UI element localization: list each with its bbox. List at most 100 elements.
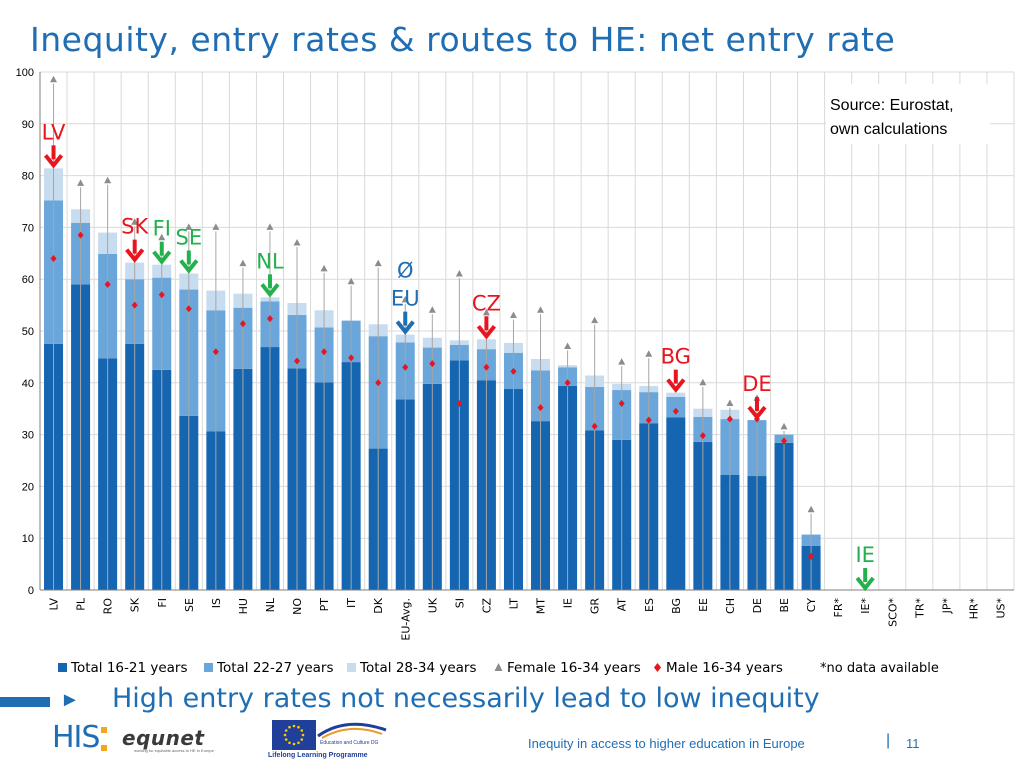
slide-title: Inequity, entry rates & routes to HE: ne… xyxy=(30,20,896,59)
female-marker xyxy=(428,306,436,313)
female-marker xyxy=(780,422,788,430)
y-tick-label: 90 xyxy=(22,119,34,131)
male-marker xyxy=(618,400,625,408)
x-tick-label: PL xyxy=(75,597,88,611)
x-tick-label: HU xyxy=(237,598,250,614)
x-tick-label: IT xyxy=(345,598,358,608)
female-marker xyxy=(104,176,112,184)
female-marker xyxy=(564,342,572,350)
female-marker xyxy=(482,308,490,316)
male-marker xyxy=(239,320,246,328)
annotation-label: SK xyxy=(121,215,149,239)
annotation-arrowhead-icon xyxy=(666,378,686,393)
male-marker xyxy=(375,379,382,387)
x-tick-label: US* xyxy=(994,598,1007,619)
annotation-arrowhead-icon xyxy=(260,283,280,298)
equnet-logo: equnet working for equitable access to H… xyxy=(122,726,252,753)
x-tick-label: EU-Avg. xyxy=(399,598,412,641)
female-marker xyxy=(726,399,734,407)
female-marker xyxy=(50,75,58,83)
male-marker xyxy=(645,416,652,424)
source-note-box xyxy=(826,84,990,144)
annotation-arrowhead-icon xyxy=(395,320,415,335)
female-marker xyxy=(347,277,355,285)
annotation-label: SE xyxy=(176,226,203,250)
x-tick-label: AT xyxy=(616,598,629,612)
female-marker xyxy=(158,233,166,241)
female-marker xyxy=(537,306,545,313)
y-tick-label: 70 xyxy=(22,222,34,234)
male-marker xyxy=(158,291,165,299)
subtitle-row: ► High entry rates not necessarily lead … xyxy=(0,683,1024,717)
annotation-label: Ø xyxy=(397,259,414,283)
page-number: 11 xyxy=(906,736,920,751)
female-marker xyxy=(591,316,599,324)
x-tick-label: CZ xyxy=(480,598,493,614)
eu-flag-star xyxy=(292,724,296,728)
legend-swatch xyxy=(58,663,67,672)
x-tick-label: GR xyxy=(589,598,602,615)
female-marker xyxy=(401,295,409,303)
llp-logo-text: Lifelong Learning Programme xyxy=(268,752,368,759)
footer: HIS equnet working for equitable access … xyxy=(0,718,1024,768)
y-tick-label: 80 xyxy=(22,171,34,183)
y-tick-label: 10 xyxy=(22,533,34,545)
female-marker xyxy=(293,238,301,246)
x-tick-label: BG xyxy=(670,598,683,614)
male-marker xyxy=(104,280,111,288)
annotation-label: LV xyxy=(42,120,66,144)
male-marker xyxy=(456,400,463,408)
male-marker xyxy=(294,357,301,365)
female-marker xyxy=(618,358,626,365)
male-marker xyxy=(348,354,355,362)
annotation-label: BG xyxy=(661,345,691,369)
female-marker xyxy=(212,223,220,230)
male-marker xyxy=(402,363,409,371)
annotation-arrowhead-icon xyxy=(747,405,767,421)
annotation-arrowhead-icon xyxy=(855,576,875,592)
bar-segment-16-21 xyxy=(666,417,686,590)
his-logo: HIS xyxy=(52,720,100,755)
x-tick-label: HR* xyxy=(967,598,980,620)
x-tick-label: LT xyxy=(507,598,520,610)
footer-text: Inequity in access to higher education i… xyxy=(528,736,805,751)
legend-label: Male 16-34 years xyxy=(666,660,783,676)
annotation-arrowhead-icon xyxy=(43,154,64,169)
x-tick-label: IS xyxy=(210,598,223,608)
chevron-right-icon: ► xyxy=(60,689,80,711)
bar-segment-22-27 xyxy=(666,396,686,418)
x-tick-label: DE xyxy=(751,598,764,613)
y-tick-label: 0 xyxy=(28,585,34,597)
x-tick-label: UK xyxy=(426,597,439,613)
x-tick-label: SK xyxy=(129,597,142,612)
female-marker xyxy=(455,270,463,277)
annotation-arrowhead-icon xyxy=(179,259,199,274)
eu-flag-star xyxy=(288,725,291,729)
legend-swatch xyxy=(347,663,356,672)
eac-logo-text: Education and Culture DG xyxy=(320,740,379,746)
male-marker xyxy=(266,315,273,323)
x-tick-label: EE xyxy=(697,598,710,612)
source-note-line-1: Source: Eurostat, xyxy=(830,97,954,114)
eu-flag-icon xyxy=(272,720,316,750)
male-marker xyxy=(564,379,571,387)
male-marker xyxy=(808,552,815,560)
male-marker xyxy=(537,404,544,412)
male-marker xyxy=(781,437,788,445)
x-tick-label: PT xyxy=(318,598,331,612)
eu-flag-star xyxy=(297,725,300,729)
male-marker xyxy=(321,348,328,356)
x-tick-label: IE xyxy=(562,598,575,608)
x-tick-label: TR* xyxy=(913,598,926,619)
x-tick-label: BE xyxy=(778,598,791,613)
eu-flag-star xyxy=(284,729,288,732)
equnet-logo-word: equnet xyxy=(122,726,205,750)
source-note-line-2: own calculations xyxy=(830,121,947,138)
slide-subtitle: High entry rates not necessarily lead to… xyxy=(112,683,820,714)
legend-swatch xyxy=(204,663,213,672)
x-tick-label: SI xyxy=(453,598,466,608)
legend-label: Total 16-21 years xyxy=(70,660,188,676)
y-tick-label: 60 xyxy=(22,274,34,286)
male-marker xyxy=(726,415,733,423)
